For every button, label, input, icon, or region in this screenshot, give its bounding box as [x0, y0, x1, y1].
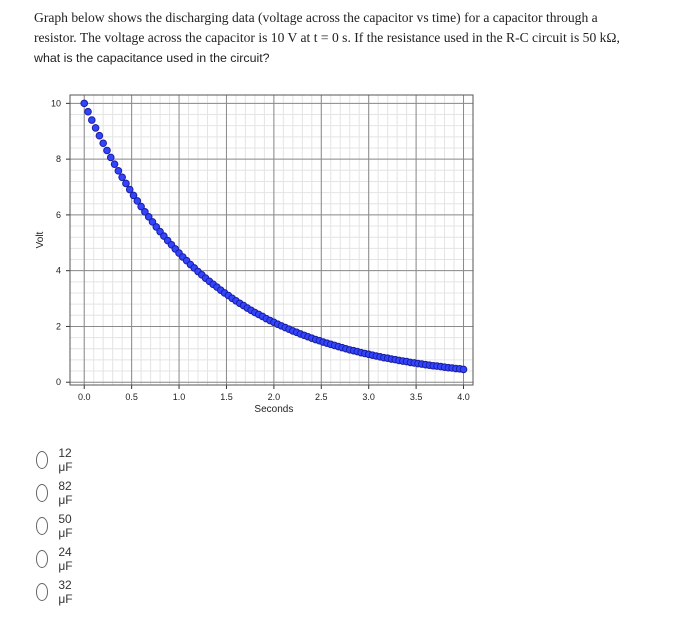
option-label: 82 μF: [58, 479, 73, 507]
x-tick-label: 2.0: [268, 392, 281, 402]
data-point: [110, 160, 119, 168]
option-3[interactable]: 50 μF: [36, 512, 78, 540]
option-label: 50 μF: [58, 512, 73, 540]
option-label: 24 μF: [58, 545, 73, 573]
discharge-chart: 0.0 0.5 1.0 1.5 2.0 2.5 3.0 3.5 4.0 0 2 4 6 8 10 Second…: [30, 90, 480, 420]
question-line-2: resistor. The voltage across the capacit…: [34, 30, 620, 45]
radio-button[interactable]: [36, 484, 49, 502]
data-point: [88, 116, 96, 124]
question-line-3: what is the capacitance used in the circ…: [34, 51, 270, 65]
plot-frame: [69, 94, 474, 386]
question-line-1: Graph below shows the discharging data (…: [34, 10, 598, 25]
data-point: [118, 173, 126, 182]
y-axis-label: Volt: [35, 231, 46, 248]
data-point: [84, 107, 92, 116]
y-tick-label: 2: [56, 321, 61, 331]
x-tick-label: 1.0: [173, 392, 186, 402]
data-point: [95, 131, 104, 140]
data-point: [129, 191, 138, 200]
y-tick-label: 8: [56, 154, 61, 164]
data-point: [141, 208, 149, 216]
data-point: [459, 365, 468, 374]
y-tick-label: 10: [51, 98, 61, 108]
data-point: [114, 167, 123, 175]
data-point: [133, 197, 142, 205]
option-5[interactable]: 32 μF: [36, 578, 78, 606]
x-tick-label: 0.5: [125, 392, 138, 402]
x-tick-label: 2.5: [315, 392, 328, 402]
x-tick-label: 3.0: [362, 392, 375, 402]
data-point: [106, 153, 115, 162]
data-point: [144, 213, 153, 221]
chart-svg: 0.0 0.5 1.0 1.5 2.0 2.5 3.0 3.5 4.0 0 2 4 6 8 10 Second…: [35, 94, 474, 415]
radio-button[interactable]: [36, 517, 49, 535]
data-point: [99, 139, 107, 148]
y-tick-label: 6: [56, 210, 61, 220]
option-1[interactable]: 12 μF: [36, 446, 78, 474]
option-label: 12 μF: [58, 446, 73, 474]
data-point: [137, 202, 145, 211]
option-2[interactable]: 82 μF: [36, 479, 78, 507]
data-point: [122, 179, 130, 188]
x-axis-label: Seconds: [254, 404, 293, 415]
question-text: Graph below shows the discharging data (…: [34, 8, 684, 68]
x-tick-label: 1.5: [220, 392, 233, 402]
option-label: 32 μF: [58, 578, 73, 606]
data-point: [125, 185, 134, 194]
radio-button[interactable]: [36, 583, 49, 601]
radio-button[interactable]: [36, 550, 49, 568]
radio-button[interactable]: [36, 451, 49, 469]
data-point: [148, 218, 157, 226]
data-point: [103, 146, 111, 155]
y-tick-label: 4: [56, 266, 61, 276]
option-4[interactable]: 24 μF: [36, 545, 78, 573]
x-tick-label: 0.0: [78, 392, 91, 402]
y-tick-label: 0: [56, 377, 61, 387]
x-tick-label: 3.5: [410, 392, 423, 402]
data-point: [80, 99, 89, 108]
data-point: [91, 124, 100, 132]
x-tick-label: 4.0: [457, 392, 470, 402]
